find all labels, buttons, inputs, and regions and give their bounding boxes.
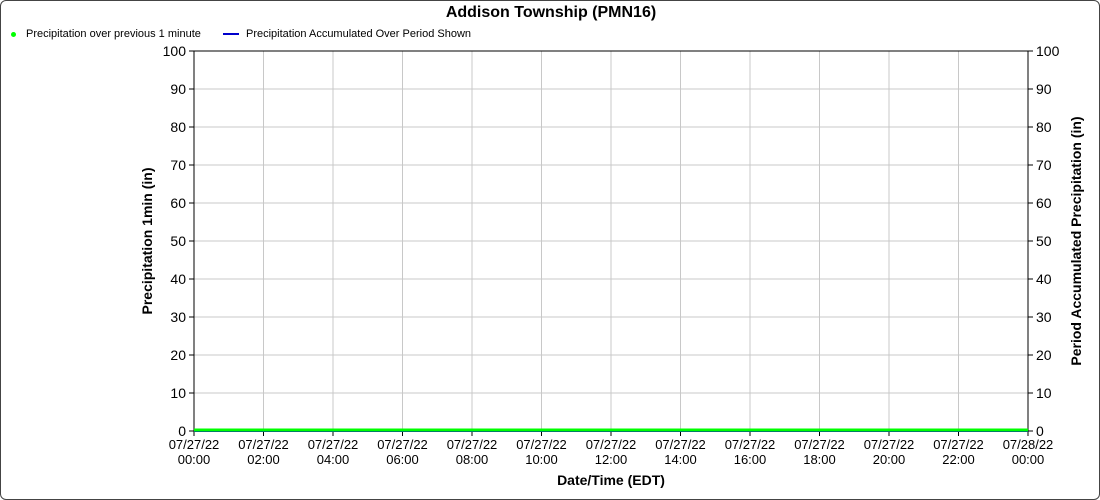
y-left-tick-label: 60 <box>170 195 186 211</box>
x-tick-label-date: 07/27/22 <box>447 437 498 452</box>
x-tick-label-date: 07/27/22 <box>238 437 289 452</box>
x-tick-label-date: 07/27/22 <box>933 437 984 452</box>
y-right-tick-label: 70 <box>1036 157 1052 173</box>
x-tick-label-date: 07/27/22 <box>725 437 776 452</box>
x-tick-label-time: 10:00 <box>525 452 558 467</box>
y-right-tick-label: 10 <box>1036 385 1052 401</box>
legend-label-precip-1min: Precipitation over previous 1 minute <box>26 28 201 40</box>
y-axis-left-label: Precipitation 1min (in) <box>139 167 155 314</box>
y-left-tick-label: 50 <box>170 233 186 249</box>
x-tick-label-date: 07/27/22 <box>864 437 915 452</box>
x-tick-label-date: 07/27/22 <box>169 437 220 452</box>
legend-item-precip-accum: Precipitation Accumulated Over Period Sh… <box>223 28 471 40</box>
legend-item-precip-1min: Precipitation over previous 1 minute <box>11 28 201 40</box>
x-tick-label-date: 07/28/22 <box>1003 437 1054 452</box>
y-axis-left-ticks: 0 10 20 30 40 50 60 70 80 90 100 <box>163 43 194 439</box>
y-right-tick-label: 100 <box>1036 43 1060 59</box>
x-axis-label: Date/Time (EDT) <box>557 472 665 488</box>
y-right-tick-label: 30 <box>1036 309 1052 325</box>
legend-label-precip-accum: Precipitation Accumulated Over Period Sh… <box>246 28 472 40</box>
y-left-tick-label: 20 <box>170 347 186 363</box>
x-tick-label-time: 00:00 <box>1012 452 1045 467</box>
legend-dot-icon <box>11 31 16 37</box>
x-tick-label-time: 12:00 <box>595 452 628 467</box>
x-tick-label-date: 07/27/22 <box>655 437 706 452</box>
y-right-tick-label: 60 <box>1036 195 1052 211</box>
y-right-tick-label: 80 <box>1036 119 1052 135</box>
y-right-tick-label: 90 <box>1036 81 1052 97</box>
y-left-tick-label: 40 <box>170 271 186 287</box>
x-axis-ticks: 07/27/2200:0007/27/2202:0007/27/2204:000… <box>169 431 1054 467</box>
y-left-tick-label: 30 <box>170 309 186 325</box>
y-left-tick-label: 80 <box>170 119 186 135</box>
x-tick-label-time: 06:00 <box>386 452 419 467</box>
x-tick-label-date: 07/27/22 <box>586 437 637 452</box>
y-axis-right-label: Period Accumulated Precipitation (in) <box>1068 116 1084 365</box>
x-tick-label-date: 07/27/22 <box>308 437 359 452</box>
series-layer <box>194 428 1028 432</box>
y-right-tick-label: 50 <box>1036 233 1052 249</box>
x-tick-label-time: 00:00 <box>178 452 211 467</box>
x-tick-label-time: 14:00 <box>664 452 697 467</box>
x-tick-label-time: 20:00 <box>873 452 906 467</box>
legend-line-icon <box>223 33 239 35</box>
x-tick-label-date: 07/27/22 <box>377 437 428 452</box>
x-tick-label-date: 07/27/22 <box>794 437 845 452</box>
x-tick-label-time: 02:00 <box>247 452 280 467</box>
y-right-tick-label: 40 <box>1036 271 1052 287</box>
x-tick-label-time: 18:00 <box>803 452 836 467</box>
grid <box>193 50 1029 432</box>
y-left-tick-label: 100 <box>163 43 187 59</box>
chart-title: Addison Township (PMN16) <box>445 4 657 21</box>
y-right-tick-label: 20 <box>1036 347 1052 363</box>
y-left-tick-label: 10 <box>170 385 186 401</box>
y-left-tick-label: 70 <box>170 157 186 173</box>
y-right-tick-label: 0 <box>1036 423 1044 439</box>
y-axis-right-ticks: 0 10 20 30 40 50 60 70 80 90 100 <box>1028 43 1060 439</box>
x-tick-label-date: 07/27/22 <box>516 437 567 452</box>
x-tick-label-time: 04:00 <box>317 452 350 467</box>
x-tick-label-time: 22:00 <box>942 452 975 467</box>
y-left-tick-label: 0 <box>178 423 186 439</box>
x-tick-label-time: 16:00 <box>734 452 767 467</box>
x-tick-label-time: 08:00 <box>456 452 489 467</box>
y-left-tick-label: 90 <box>170 81 186 97</box>
